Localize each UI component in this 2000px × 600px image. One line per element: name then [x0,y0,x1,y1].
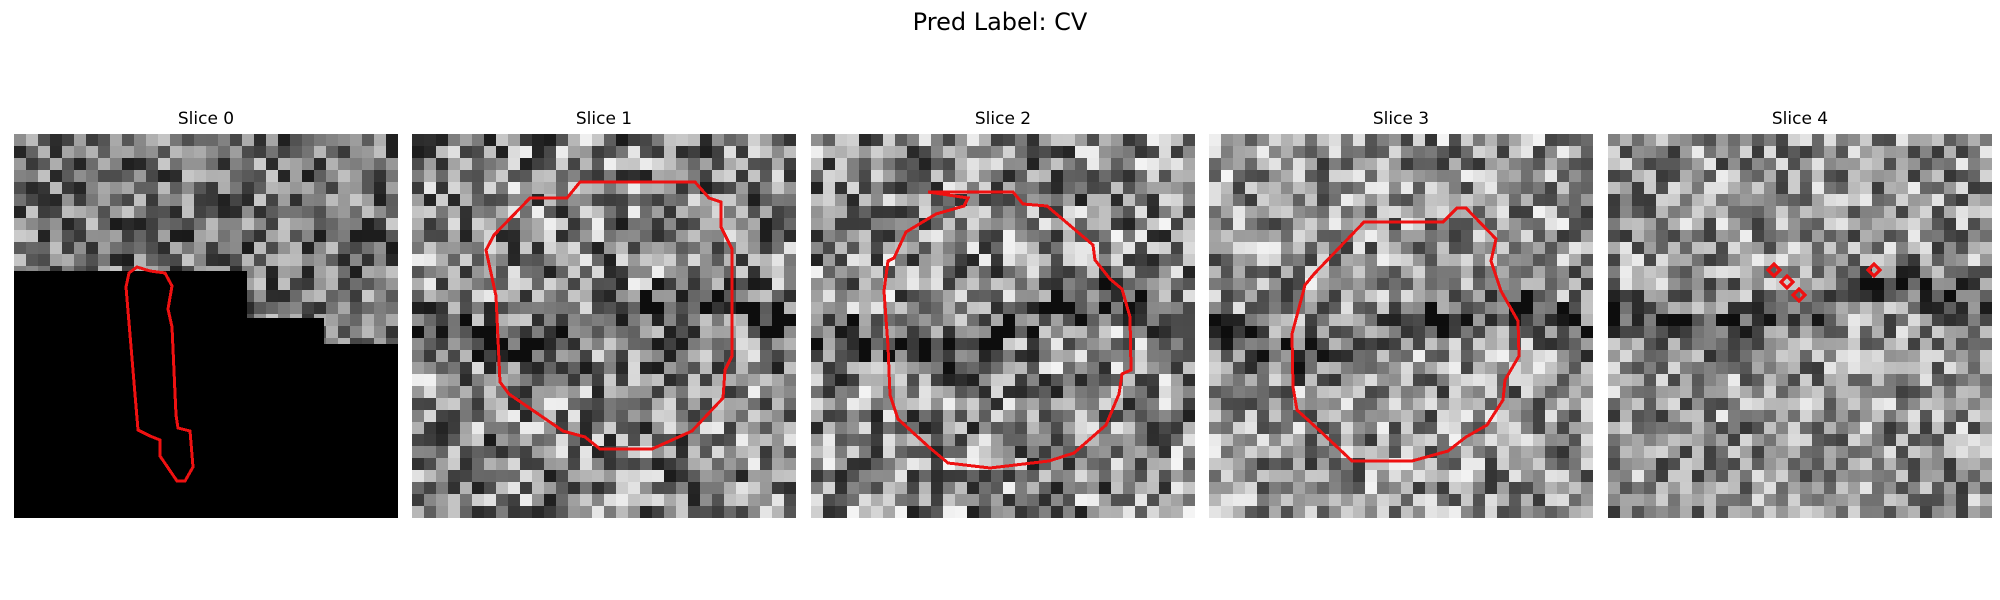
slice-image [1608,134,1992,518]
slice-title: Slice 4 [1771,109,1829,129]
slice-title: Slice 1 [575,109,633,129]
slice-title: Slice 3 [1372,109,1430,129]
slice-image [412,134,796,518]
segmentation-contour [882,190,1133,470]
slice-panel-4: Slice 4 [1608,108,1992,518]
slice-image [14,134,398,518]
contour-marker [1865,261,1883,279]
segmentation-contour [1290,206,1521,463]
slice-image [811,134,1195,518]
contour-marker [1765,261,1783,279]
figure-title: Pred Label: CV [912,8,1088,36]
segmentation-contour [484,180,734,451]
contour-marker [1778,273,1796,291]
slice-panel-2: Slice 2 [811,108,1195,518]
contour-marker [1790,286,1808,304]
black-mask [14,271,398,518]
slice-panel-3: Slice 3 [1209,108,1593,518]
slice-panel-0: Slice 0 [14,108,398,518]
slice-title: Slice 2 [974,109,1032,129]
segmentation-contour [124,265,195,483]
slice-image [1209,134,1593,518]
slice-title: Slice 0 [177,109,235,129]
slice-panel-1: Slice 1 [412,108,796,518]
